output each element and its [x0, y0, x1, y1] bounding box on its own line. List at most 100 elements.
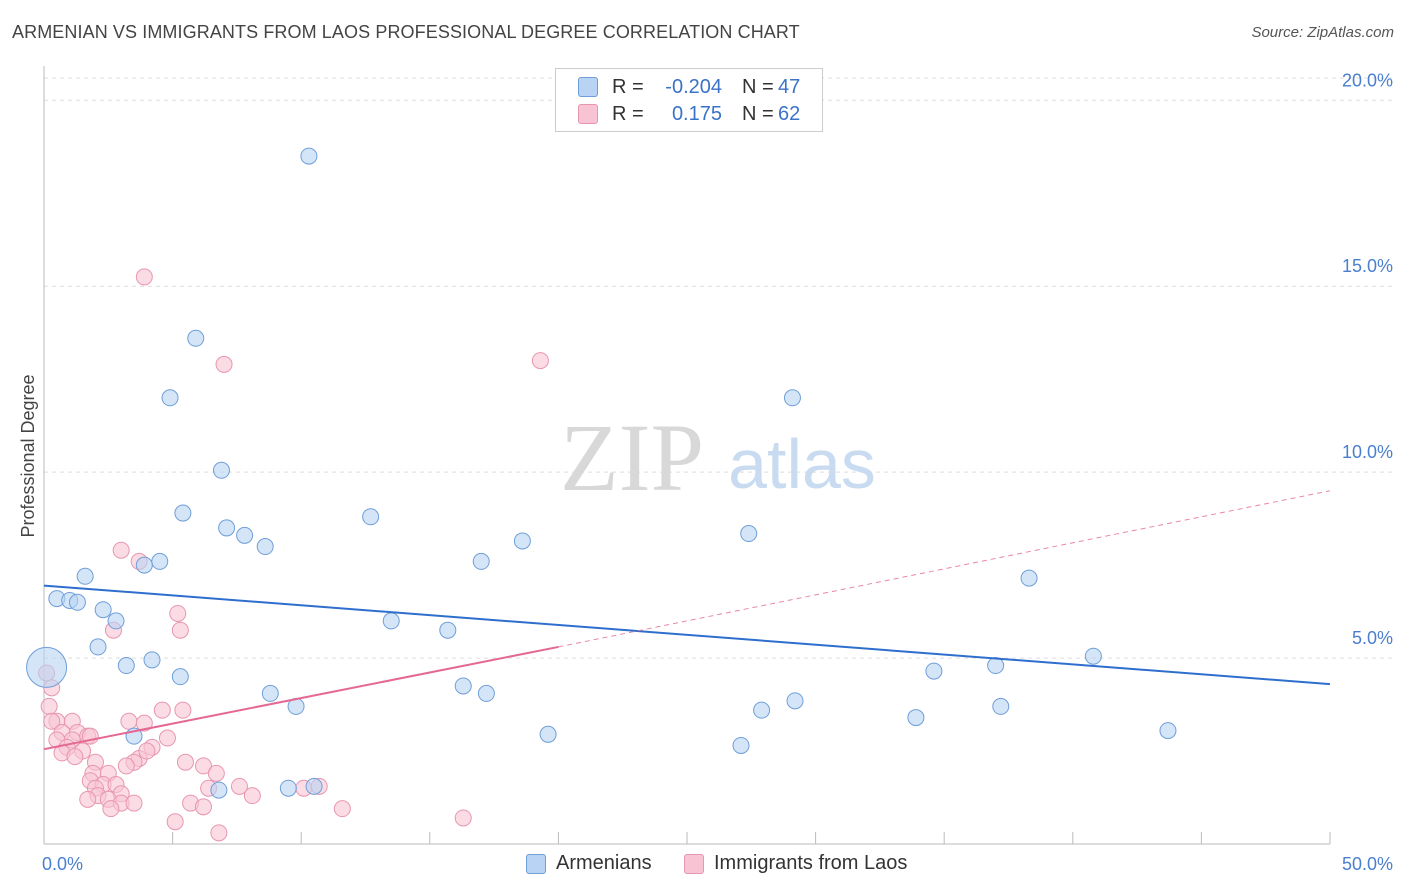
series-armenians-points: [26, 147, 1177, 799]
laos-n-value: 62: [778, 102, 801, 125]
laos-point: [158, 729, 176, 747]
r-label: R =: [612, 102, 644, 125]
armenians-point: [212, 461, 230, 479]
laos-point: [215, 355, 233, 373]
armenians-point: [305, 777, 323, 795]
armenians-point: [210, 781, 228, 799]
armenians-point: [753, 701, 771, 719]
laos-point: [117, 757, 135, 775]
armenians-point: [236, 526, 254, 544]
laos-point: [166, 813, 184, 831]
armenians-point: [26, 646, 68, 688]
armenians-point: [143, 651, 161, 669]
y-axis-label: Professional Degree: [18, 374, 38, 537]
y-tick-label: 10.0%: [1342, 442, 1393, 462]
armenians-point: [786, 692, 804, 710]
armenians-point: [783, 389, 801, 407]
gridlines: [44, 77, 1392, 659]
armenians-legend-label: Armenians: [556, 852, 652, 874]
armenians-point: [382, 612, 400, 630]
laos-point: [125, 794, 143, 812]
armenians-point: [174, 504, 192, 522]
y-tick-label: 15.0%: [1342, 256, 1393, 276]
laos-legend-label: Immigrants from Laos: [714, 852, 908, 874]
watermark: ZIP atlas: [560, 404, 876, 511]
armenians-point: [300, 147, 318, 165]
armenians-point: [513, 532, 531, 550]
y-tick-label: 5.0%: [1352, 628, 1393, 648]
armenians-trend-line: [43, 584, 1331, 686]
laos-point: [194, 757, 212, 775]
laos-point: [531, 352, 549, 370]
legend-item-armenians[interactable]: Armenians: [526, 852, 652, 875]
armenians-legend-swatch: [526, 853, 546, 874]
laos-point: [171, 621, 189, 639]
laos-trend-line: [43, 645, 559, 751]
armenians-point: [94, 601, 112, 619]
laos-point: [174, 701, 192, 719]
armenians-point: [539, 725, 557, 743]
legend-row-laos: R = 0.175 N = 62: [578, 102, 800, 126]
laos-point: [333, 800, 351, 818]
laos-point: [176, 753, 194, 771]
armenians-point: [439, 621, 457, 639]
armenians-point: [171, 668, 189, 686]
armenians-point: [76, 567, 94, 585]
armenians-point: [89, 638, 107, 656]
watermark-zip: ZIP: [560, 404, 704, 511]
axes: [43, 66, 1331, 845]
laos-point: [207, 764, 225, 782]
laos-legend-swatch: [684, 853, 704, 874]
armenians-point: [1020, 569, 1038, 587]
laos-swatch: [578, 104, 598, 124]
armenians-point: [732, 736, 750, 754]
armenians-point: [1159, 722, 1177, 740]
armenians-point: [151, 552, 169, 570]
laos-point: [135, 268, 153, 286]
laos-point: [169, 604, 187, 622]
armenians-point: [187, 329, 205, 347]
laos-point: [43, 712, 61, 730]
laos-point: [210, 824, 228, 842]
legend-row-armenians: R = -0.204 N = 47: [578, 75, 800, 99]
armenians-point: [925, 662, 943, 680]
laos-point: [120, 712, 138, 730]
armenians-point: [992, 697, 1010, 715]
laos-point: [102, 800, 120, 818]
armenians-point: [117, 657, 135, 675]
armenians-point: [477, 684, 495, 702]
source-label: Source: ZipAtlas.com: [1251, 24, 1394, 41]
stats-legend: R = -0.204 N = 47 R = 0.175 N = 62: [555, 68, 823, 132]
armenians-point: [161, 389, 179, 407]
laos-point: [243, 787, 261, 805]
laos-point: [135, 714, 153, 732]
trend-lines: [43, 490, 1331, 751]
armenians-point: [472, 552, 490, 570]
armenians-point: [1084, 647, 1102, 665]
series-legend: Armenians Immigrants from Laos: [0, 852, 1406, 878]
y-tick-label: 20.0%: [1342, 70, 1393, 90]
legend-item-laos[interactable]: Immigrants from Laos: [684, 852, 907, 875]
chart-title: ARMENIAN VS IMMIGRANTS FROM LAOS PROFESS…: [12, 22, 800, 42]
laos-point: [138, 742, 156, 760]
series-laos-points: [38, 268, 549, 842]
laos-r-value: 0.175: [671, 102, 722, 125]
n-label: N =: [742, 102, 774, 125]
r-label: R =: [612, 75, 644, 98]
armenians-point: [261, 684, 279, 702]
armenians-point: [740, 525, 758, 543]
armenians-point: [362, 508, 380, 526]
armenians-point: [107, 612, 125, 630]
armenians-r-value: -0.204: [665, 75, 722, 98]
laos-point: [66, 748, 84, 766]
armenians-point: [256, 538, 274, 556]
x-tick-label: 0.0%: [42, 854, 83, 874]
armenians-point: [68, 593, 86, 611]
laos-point: [454, 809, 472, 827]
laos-point: [79, 790, 97, 808]
armenians-point: [135, 556, 153, 574]
laos-point: [112, 541, 130, 559]
armenians-point: [279, 779, 297, 797]
armenians-point: [907, 709, 925, 727]
